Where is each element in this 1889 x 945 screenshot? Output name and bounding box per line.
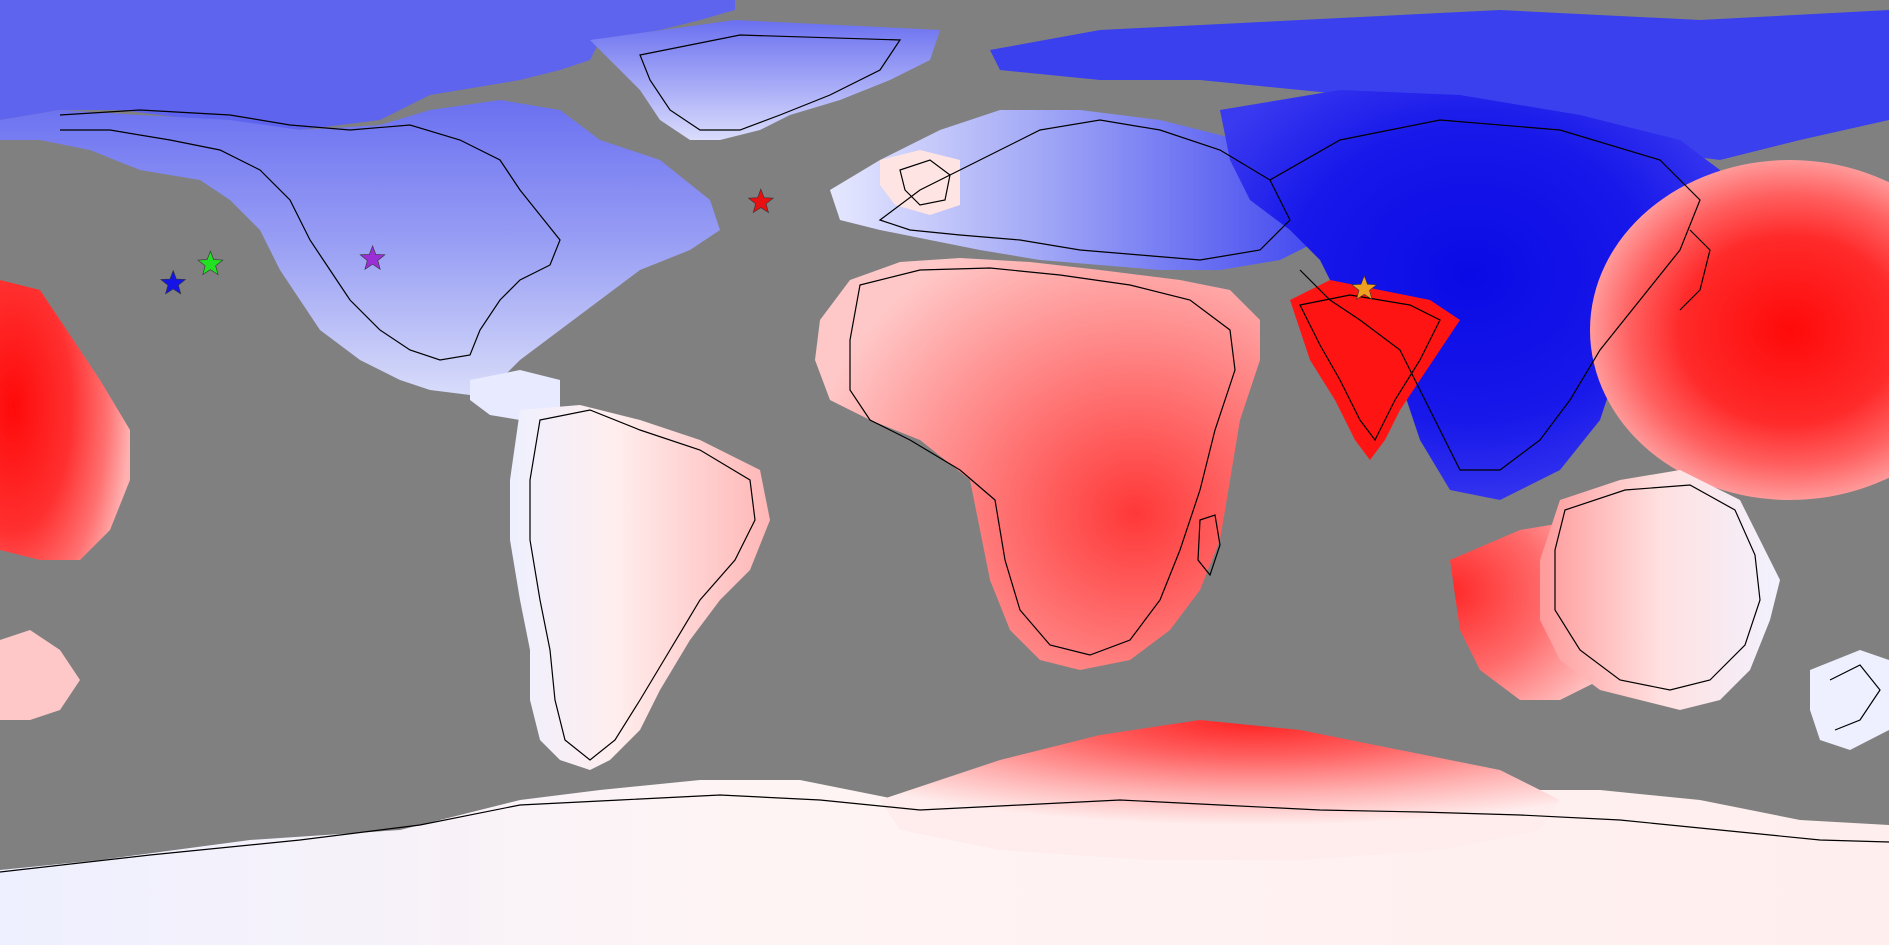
new-york-marker xyxy=(359,244,386,270)
coastline-india xyxy=(1299,294,1441,442)
central-america-region xyxy=(470,370,560,420)
australia-region xyxy=(1540,470,1780,710)
asia-region xyxy=(1220,90,1720,500)
europe-region xyxy=(830,110,1340,270)
coastline-africa xyxy=(849,267,1236,656)
new-zealand-region xyxy=(1810,650,1889,750)
pacific-anomaly-west xyxy=(0,280,130,560)
north-america-region xyxy=(0,100,720,395)
coastline-antarctica xyxy=(0,794,1889,873)
pacific-anomaly-east xyxy=(1590,160,1889,500)
coastlines xyxy=(0,34,1889,873)
india-region xyxy=(1290,280,1460,460)
coastline-north-america xyxy=(59,109,561,361)
arctic-field-west xyxy=(0,0,735,130)
uk-region xyxy=(880,150,960,215)
arctic-field-east xyxy=(990,10,1889,160)
greenland-region xyxy=(590,20,940,140)
coastline-greenland xyxy=(639,34,902,131)
coastline-asia xyxy=(1269,119,1701,471)
coastline-japan xyxy=(1679,229,1711,311)
coastline-south-america xyxy=(529,409,756,761)
coastline-uk xyxy=(899,159,951,206)
london-marker xyxy=(747,188,775,214)
pacific-anomaly-southwest xyxy=(0,630,80,720)
station-markers xyxy=(159,188,1378,300)
south-america-region xyxy=(510,405,770,770)
africa-region xyxy=(815,258,1260,670)
denver-marker xyxy=(197,250,224,276)
coastline-australia xyxy=(1554,484,1761,691)
antarctic-anomaly xyxy=(880,720,1560,860)
coastline-europe xyxy=(878,119,1291,261)
beijing-marker xyxy=(1351,274,1378,300)
albuquerque-marker xyxy=(159,269,187,295)
coastline-madagascar xyxy=(1197,514,1221,577)
coastline-new-zealand xyxy=(1829,664,1881,731)
